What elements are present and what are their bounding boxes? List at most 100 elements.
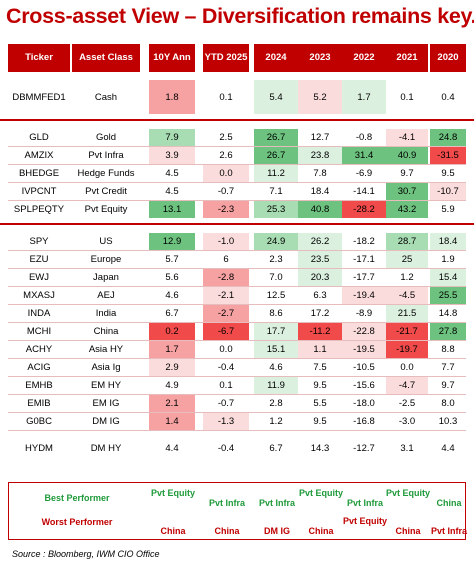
asset-class-cell: AEJ xyxy=(97,290,115,301)
value-cell: 7.1 xyxy=(269,186,283,197)
value-cell: 2.6 xyxy=(219,150,233,161)
value-cell: 0.4 xyxy=(441,91,455,103)
value-cell: 4.6 xyxy=(269,362,283,373)
value-cell: 13.1 xyxy=(149,201,195,218)
asset-class-cell: Cash xyxy=(94,91,118,103)
value-cell: 0.0 xyxy=(219,344,233,355)
value-cell: 8.8 xyxy=(441,344,455,355)
value-cell: 3.1 xyxy=(400,442,414,454)
asset-class-cell: DM HY xyxy=(90,442,122,454)
value-cell: 17.2 xyxy=(310,308,330,319)
value-cell: 6.7 xyxy=(269,442,283,454)
value-cell: -6.7 xyxy=(203,323,249,340)
value-cell: -2.7 xyxy=(203,305,249,322)
row-separator xyxy=(8,358,466,359)
value-cell: -19.5 xyxy=(342,341,386,358)
value-cell: 3.9 xyxy=(149,147,195,164)
table-row: G0BC DM IG 1.4 -1.3 1.2 9.5 -16.8 -3.0 10.3 xyxy=(0,413,474,430)
ticker-cell: BHEDGE xyxy=(18,168,60,179)
row-separator xyxy=(8,250,466,251)
value-cell: -12.7 xyxy=(353,442,375,454)
table-row: EMIB EM IG 2.1 -0.7 2.8 5.5 -18.0 -2.5 8.0 xyxy=(0,395,474,412)
value-cell: 10.3 xyxy=(438,416,458,427)
value-cell: 14.8 xyxy=(438,308,458,319)
header-cell: Asset Class xyxy=(72,44,140,72)
ticker-cell: EMIB xyxy=(27,398,51,409)
value-cell: 2.9 xyxy=(149,359,195,376)
table-row: HYDM DM HY 4.4 -0.4 6.7 14.3 -12.7 3.1 4.4 xyxy=(0,431,474,465)
row-separator xyxy=(8,304,466,305)
row-separator xyxy=(8,182,466,183)
value-cell: 2.3 xyxy=(269,254,283,265)
value-cell: -6.9 xyxy=(355,168,373,179)
value-cell: 0.0 xyxy=(203,165,249,182)
table-row: SPLPEQTY Pvt Equity 13.1 -2.3 25.3 40.8 -28.2 4… xyxy=(0,201,474,218)
best-performer-value: China xyxy=(436,498,462,508)
value-cell: 6 xyxy=(223,254,229,265)
value-cell: 7.0 xyxy=(269,272,283,283)
row-separator xyxy=(8,394,466,395)
value-cell: 12.9 xyxy=(149,233,195,250)
value-cell: -0.4 xyxy=(217,442,235,454)
value-cell: -8.9 xyxy=(355,308,373,319)
value-cell: 4.4 xyxy=(165,442,179,454)
ticker-cell: G0BC xyxy=(26,416,52,427)
header-cell: 2021 xyxy=(386,44,428,72)
value-cell: 8.0 xyxy=(441,398,455,409)
table-row: EZU Europe 5.7 6 2.3 23.5 -17.1 25 1.9 xyxy=(0,251,474,268)
value-cell: 17.7 xyxy=(254,323,298,340)
ticker-cell: MXASJ xyxy=(23,290,55,301)
ticker-cell: HYDM xyxy=(25,442,53,454)
best-performer-value: Pvt Infra xyxy=(346,498,383,508)
value-cell: -14.1 xyxy=(353,186,375,197)
table-row: MXASJ AEJ 4.6 -2.1 12.5 6.3 -19.4 -4.5 25.5 xyxy=(0,287,474,304)
value-cell: 7.5 xyxy=(313,362,327,373)
value-cell: -4.7 xyxy=(386,377,428,394)
value-cell: 5.2 xyxy=(298,80,342,114)
asset-class-cell: Hedge Funds xyxy=(77,168,135,179)
worst-performer-value: China xyxy=(214,526,240,536)
value-cell: 40.9 xyxy=(386,147,428,164)
ticker-cell: INDA xyxy=(27,308,51,319)
value-cell: 11.2 xyxy=(254,165,298,182)
value-cell: -17.1 xyxy=(353,254,375,265)
value-cell: 5.7 xyxy=(165,254,179,265)
value-cell: -10.5 xyxy=(353,362,375,373)
asset-class-cell: Pvt Credit xyxy=(85,186,127,197)
row-separator xyxy=(8,200,466,201)
ticker-cell: AMZIX xyxy=(24,150,54,161)
asset-class-cell: EM HY xyxy=(90,380,122,391)
table-row: INDA India 6.7 -2.7 8.6 17.2 -8.9 21.5 14.8 xyxy=(0,305,474,322)
value-cell: 1.9 xyxy=(441,254,455,265)
value-cell: 9.5 xyxy=(313,380,327,391)
value-cell: -28.2 xyxy=(342,201,386,218)
value-cell: 1.2 xyxy=(400,272,414,283)
value-cell: 18.4 xyxy=(430,233,466,250)
value-cell: 7.9 xyxy=(149,129,195,146)
group-divider xyxy=(0,223,474,225)
worst-performer-value: China xyxy=(160,526,186,536)
asset-class-cell: Europe xyxy=(90,254,122,265)
value-cell: -16.8 xyxy=(353,416,375,427)
asset-class-cell: Japan xyxy=(93,272,119,283)
table-row: EWJ Japan 5.6 -2.8 7.0 20.3 -17.7 1.2 15.4 xyxy=(0,269,474,286)
asset-class-cell: EM IG xyxy=(92,398,120,409)
value-cell: 0.2 xyxy=(149,323,195,340)
header-cell: 2024 xyxy=(254,44,298,72)
ticker-cell: MCHI xyxy=(26,326,52,337)
value-cell: 26.7 xyxy=(254,129,298,146)
value-cell: 0.1 xyxy=(219,380,233,391)
row-separator xyxy=(8,412,466,413)
value-cell: 21.5 xyxy=(386,305,428,322)
value-cell: 26.2 xyxy=(298,233,342,250)
value-cell: 4.5 xyxy=(165,168,179,179)
ticker-cell: IVPCNT xyxy=(21,186,57,197)
value-cell: -11.2 xyxy=(298,323,342,340)
value-cell: 12.7 xyxy=(310,132,330,143)
row-separator xyxy=(8,268,466,269)
value-cell: 2.5 xyxy=(219,132,233,143)
best-performer-value: Pvt Equity xyxy=(151,488,196,498)
page-title: Cross-asset View – Diversification remai… xyxy=(6,4,474,28)
best-performer-label: Best Performer xyxy=(44,493,110,503)
asset-class-cell: India xyxy=(95,308,117,319)
